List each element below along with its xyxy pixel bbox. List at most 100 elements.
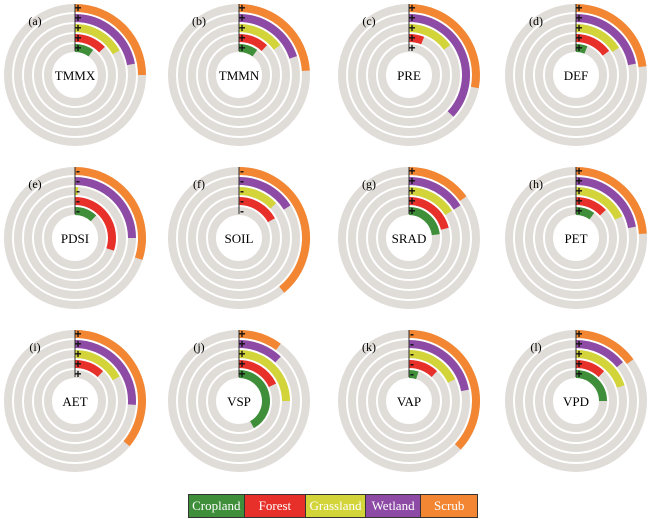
panel-tag: (g) bbox=[362, 177, 376, 191]
sign-forest: + bbox=[238, 357, 245, 371]
sign-wetland: - bbox=[240, 174, 244, 188]
arc-forest bbox=[238, 360, 277, 388]
sign-scrub: - bbox=[240, 164, 244, 178]
legend-item-scrub: Scrub bbox=[421, 495, 477, 517]
sign-wetland: + bbox=[238, 11, 245, 25]
sign-grassland: + bbox=[74, 21, 81, 35]
panel-tag: (b) bbox=[192, 14, 206, 28]
sign-grassland: + bbox=[238, 347, 245, 361]
panel-label: VPD bbox=[563, 394, 589, 409]
sign-scrub: - bbox=[76, 164, 80, 178]
sign-grassland: + bbox=[575, 184, 582, 198]
panel-tag: (a) bbox=[28, 14, 41, 28]
arc-grassland bbox=[575, 24, 620, 53]
legend-item-cropland: Cropland bbox=[189, 495, 245, 517]
arc-scrub bbox=[74, 167, 146, 260]
sign-scrub: + bbox=[74, 1, 81, 15]
sign-grassland: - bbox=[76, 184, 80, 198]
arc-forest bbox=[575, 360, 605, 378]
arc-scrub bbox=[575, 167, 647, 235]
sign-scrub: + bbox=[408, 164, 415, 178]
sign-cropland: + bbox=[408, 41, 415, 55]
arc-wetland bbox=[408, 14, 470, 117]
arc-grassland bbox=[74, 24, 120, 55]
arc-forest bbox=[575, 197, 606, 216]
panel-soil: -----SOIL(f) bbox=[168, 164, 310, 309]
sign-cropland: + bbox=[238, 41, 245, 55]
sign-wetland: + bbox=[408, 11, 415, 25]
arc-wetland bbox=[575, 340, 624, 368]
arc-grassland bbox=[408, 350, 456, 383]
arc-wetland bbox=[408, 177, 461, 210]
panel-def: +++++DEF(d) bbox=[505, 1, 647, 146]
panel-tag: (h) bbox=[529, 177, 543, 191]
arc-scrub bbox=[238, 4, 310, 72]
arc-grassland bbox=[238, 350, 290, 402]
panel-tmmx: +++++TMMX(a) bbox=[4, 1, 146, 146]
arc-cropland bbox=[575, 370, 607, 402]
sign-wetland: + bbox=[575, 337, 582, 351]
arc-forest bbox=[74, 197, 116, 251]
sign-cropland: - bbox=[410, 367, 414, 381]
arc-scrub bbox=[575, 330, 634, 365]
arc-grassland bbox=[74, 350, 120, 381]
arc-scrub bbox=[238, 330, 281, 351]
sign-grassland: + bbox=[408, 21, 415, 35]
arc-grassland bbox=[408, 187, 453, 216]
sign-wetland: + bbox=[238, 337, 245, 351]
panel-label: SRAD bbox=[392, 231, 427, 246]
arc-forest bbox=[74, 34, 105, 53]
arc-grassland bbox=[575, 350, 625, 388]
sign-grassland: - bbox=[240, 184, 244, 198]
panel-vap: -----VAP(k) bbox=[338, 327, 480, 472]
sign-wetland: + bbox=[575, 11, 582, 25]
arc-scrub bbox=[238, 167, 310, 293]
arc-forest bbox=[238, 34, 268, 52]
sign-cropland: + bbox=[575, 367, 582, 381]
sign-scrub: + bbox=[575, 164, 582, 178]
sign-grassland: + bbox=[408, 184, 415, 198]
panel-tag: (i) bbox=[29, 340, 40, 354]
sign-cropland: - bbox=[240, 204, 244, 218]
sign-cropland: - bbox=[76, 204, 80, 218]
sign-forest: + bbox=[575, 31, 582, 45]
panel-pdsi: -----PDSI(e) bbox=[4, 164, 146, 309]
panel-tag: (l) bbox=[530, 340, 541, 354]
legend-item-grassland: Grassland bbox=[306, 495, 366, 517]
panel-label: PRE bbox=[397, 68, 421, 83]
arc-scrub bbox=[575, 4, 647, 68]
sign-wetland: + bbox=[74, 11, 81, 25]
sign-forest: - bbox=[240, 194, 244, 208]
arc-scrub bbox=[408, 4, 480, 89]
panel-label: TMMX bbox=[55, 68, 96, 83]
sign-scrub: + bbox=[238, 1, 245, 15]
arc-forest bbox=[238, 197, 275, 223]
arc-wetland bbox=[238, 14, 298, 59]
arc-wetland bbox=[575, 177, 636, 229]
arc-wetland bbox=[74, 14, 135, 66]
sign-scrub: + bbox=[575, 1, 582, 15]
panel-tag: (d) bbox=[529, 14, 543, 28]
arc-wetland bbox=[575, 14, 636, 66]
arc-cropland bbox=[238, 370, 270, 429]
sign-cropland: + bbox=[74, 367, 81, 381]
panel-label: DEF bbox=[564, 68, 589, 83]
arc-forest bbox=[74, 360, 104, 378]
panel-label: VAP bbox=[397, 394, 421, 409]
arc-grassland bbox=[575, 187, 623, 220]
sign-forest: + bbox=[238, 31, 245, 45]
panel-label: SOIL bbox=[225, 231, 254, 246]
arc-cropland bbox=[74, 207, 97, 222]
legend-item-wetland: Wetland bbox=[365, 495, 422, 517]
arc-cropland bbox=[408, 207, 440, 236]
panel-tmmn: +++++TMMN(b) bbox=[168, 1, 310, 146]
panel-srad: +++++SRAD(g) bbox=[338, 164, 480, 309]
panel-tag: (c) bbox=[362, 14, 375, 28]
arc-wetland bbox=[74, 340, 136, 405]
arc-scrub bbox=[408, 330, 480, 450]
sign-grassland: + bbox=[575, 347, 582, 361]
sign-grassland: + bbox=[575, 21, 582, 35]
panel-pet: +++++PET(h) bbox=[505, 164, 647, 309]
sign-forest: + bbox=[575, 357, 582, 371]
sign-wetland: + bbox=[575, 174, 582, 188]
